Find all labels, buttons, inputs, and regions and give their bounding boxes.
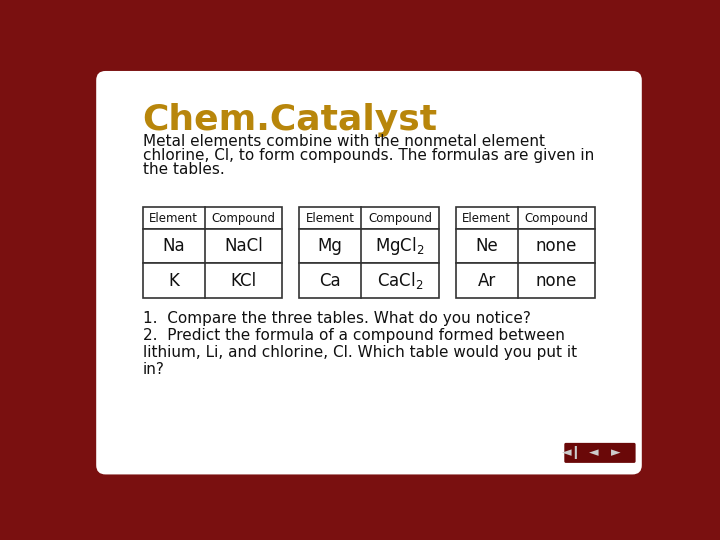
- Text: lithium, Li, and chlorine, Cl. Which table would you put it: lithium, Li, and chlorine, Cl. Which tab…: [143, 345, 577, 360]
- Text: ►: ►: [611, 447, 620, 460]
- Text: the tables.: the tables.: [143, 162, 225, 177]
- Text: 2.  Predict the formula of a compound formed between: 2. Predict the formula of a compound for…: [143, 328, 564, 343]
- Text: Element: Element: [462, 212, 511, 225]
- Bar: [143, 207, 282, 229]
- Text: none: none: [536, 272, 577, 290]
- Text: MgCl$_2$: MgCl$_2$: [375, 235, 425, 257]
- FancyBboxPatch shape: [96, 71, 642, 475]
- Text: Compound: Compound: [212, 212, 276, 225]
- Bar: [456, 264, 595, 298]
- Text: Mg: Mg: [318, 237, 343, 255]
- Bar: [143, 264, 282, 298]
- Text: none: none: [536, 237, 577, 255]
- Bar: [456, 229, 595, 264]
- Bar: [300, 207, 438, 229]
- Text: chlorine, Cl, to form compounds. The formulas are given in: chlorine, Cl, to form compounds. The for…: [143, 148, 594, 163]
- Text: ◄: ◄: [589, 447, 598, 460]
- Bar: [456, 207, 595, 229]
- Text: Ne: Ne: [475, 237, 498, 255]
- Text: Ar: Ar: [477, 272, 496, 290]
- Text: Element: Element: [306, 212, 355, 225]
- FancyBboxPatch shape: [564, 443, 636, 463]
- Text: Compound: Compound: [368, 212, 432, 225]
- Text: KCl: KCl: [230, 272, 256, 290]
- Bar: [300, 229, 438, 264]
- Text: Ca: Ca: [320, 272, 341, 290]
- Text: in?: in?: [143, 362, 165, 377]
- Text: 1.  Compare the three tables. What do you notice?: 1. Compare the three tables. What do you…: [143, 311, 531, 326]
- Bar: [300, 264, 438, 298]
- Text: Element: Element: [149, 212, 198, 225]
- Text: NaCl: NaCl: [224, 237, 263, 255]
- Text: Metal elements combine with the nonmetal element: Metal elements combine with the nonmetal…: [143, 134, 545, 149]
- Bar: [143, 229, 282, 264]
- Text: Chem.Catalyst: Chem.Catalyst: [143, 103, 438, 137]
- Text: K: K: [168, 272, 179, 290]
- Text: ◄❙: ◄❙: [562, 447, 582, 460]
- Text: Compound: Compound: [525, 212, 588, 225]
- Text: Na: Na: [163, 237, 185, 255]
- Text: CaCl$_2$: CaCl$_2$: [377, 271, 423, 291]
